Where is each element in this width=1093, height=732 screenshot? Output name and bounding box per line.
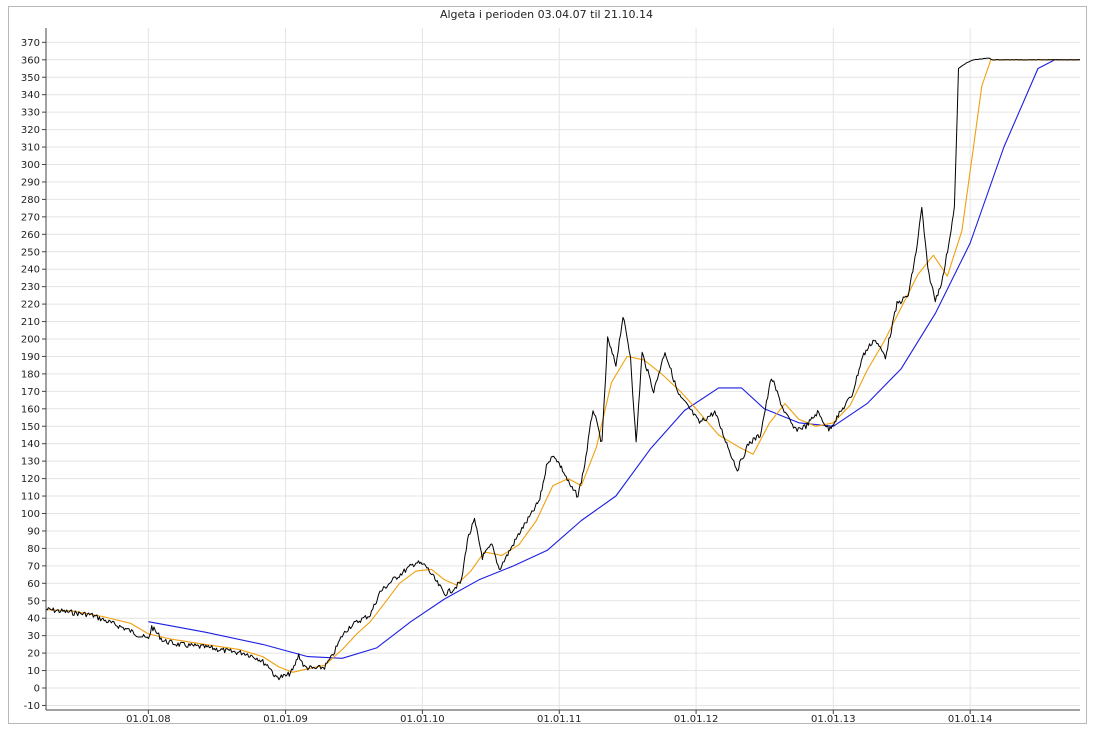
series-layer	[45, 57, 1081, 681]
y-tick-label: 10	[27, 666, 40, 677]
y-tick-label: 190	[21, 352, 40, 363]
y-tick-label: 110	[21, 492, 40, 503]
x-tick-label: 01.01.10	[400, 714, 445, 725]
x-tick-label: 01.01.11	[537, 714, 582, 725]
y-tick-label: 280	[21, 195, 40, 206]
y-tick-label: 200	[21, 335, 40, 346]
x-tick-label: 01.01.12	[674, 714, 719, 725]
y-tick-label: 130	[21, 457, 40, 468]
y-tick-label: 360	[21, 55, 40, 66]
series-line-short-moving-average	[45, 59, 1080, 673]
x-tick-label: 01.01.14	[948, 714, 993, 725]
y-tick-label: 150	[21, 422, 40, 433]
y-tick-label: 220	[21, 300, 40, 311]
y-tick-label: 160	[21, 404, 40, 415]
y-tick-label: 180	[21, 369, 40, 380]
y-tick-label: 240	[21, 265, 40, 276]
y-tick-label: 320	[21, 125, 40, 136]
series-line-long-moving-average	[148, 59, 1080, 659]
y-tick-label: 290	[21, 177, 40, 188]
series-line-price	[45, 57, 1081, 681]
y-tick-label: 260	[21, 230, 40, 241]
y-tick-label: 300	[21, 160, 40, 171]
y-tick-label: 230	[21, 282, 40, 293]
y-tick-label: 270	[21, 212, 40, 223]
y-tick-label: 40	[27, 614, 40, 625]
y-tick-label: 330	[21, 108, 40, 119]
y-tick-label: 310	[21, 143, 40, 154]
y-tick-label: 90	[27, 526, 40, 537]
y-tick-label: -10	[24, 701, 40, 712]
y-tick-label: 210	[21, 317, 40, 328]
y-tick-label: 100	[21, 509, 40, 520]
y-tick-label: 50	[27, 596, 40, 607]
x-tick-label: 01.01.08	[126, 714, 171, 725]
y-tick-label: 20	[27, 649, 40, 660]
x-tick-label: 01.01.13	[811, 714, 856, 725]
y-tick-label: 340	[21, 90, 40, 101]
grid-layer	[46, 28, 1080, 710]
y-tick-label: 140	[21, 439, 40, 450]
y-tick-label: 80	[27, 544, 40, 555]
y-tick-label: 120	[21, 474, 40, 485]
y-tick-label: 60	[27, 579, 40, 590]
y-tick-label: 30	[27, 631, 40, 642]
y-tick-label: 350	[21, 73, 40, 84]
y-tick-label: 250	[21, 247, 40, 258]
y-tick-label: 0	[34, 684, 40, 695]
axis-layer: -10 0 10 20 30 40 50 60 70 80 90 100 110 120 130 140 150…	[21, 28, 1080, 725]
chart-frame	[8, 6, 1087, 724]
x-tick-label: 01.01.09	[263, 714, 308, 725]
y-tick-label: 70	[27, 561, 40, 572]
y-tick-label: 170	[21, 387, 40, 398]
chart-title: Algeta i perioden 03.04.07 til 21.10.14	[439, 8, 654, 21]
y-tick-label: 370	[21, 38, 40, 49]
